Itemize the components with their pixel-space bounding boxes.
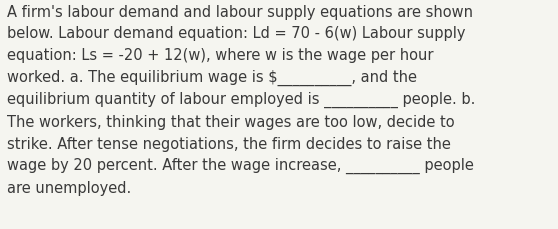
Text: A firm's labour demand and labour supply equations are shown
below. Labour deman: A firm's labour demand and labour supply… — [7, 5, 475, 195]
